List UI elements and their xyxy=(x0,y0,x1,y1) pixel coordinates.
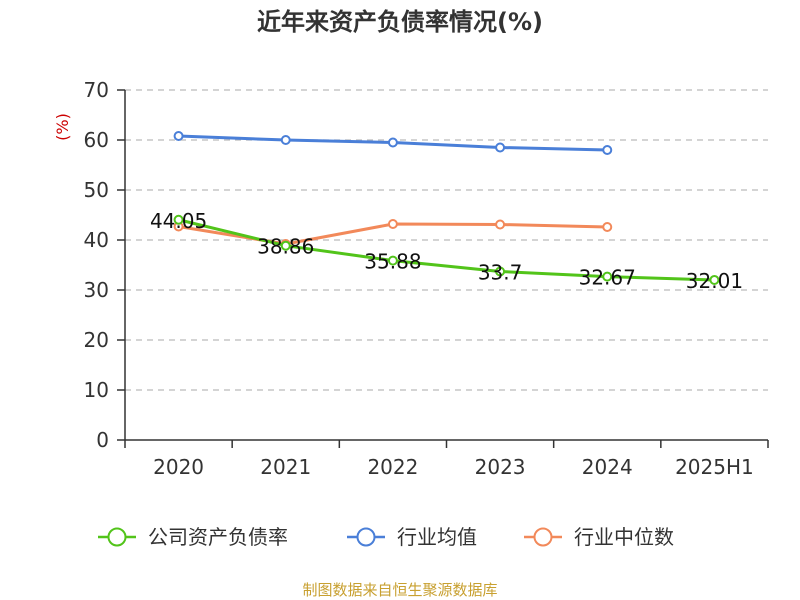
data-label: 44.05 xyxy=(150,209,207,233)
data-point xyxy=(280,240,291,251)
legend-label: 行业均值 xyxy=(397,525,477,549)
grid-lines xyxy=(125,89,768,391)
data-labels: 44.05 38.86 35.88 33.7 32.67 32.01 xyxy=(150,209,743,293)
data-point xyxy=(602,222,613,232)
x-tick-label: 2021 xyxy=(260,455,311,479)
x-tick-label: 2022 xyxy=(367,455,418,479)
x-tick-label: 2025H1 xyxy=(675,455,754,479)
x-tick-label: 2020 xyxy=(153,455,204,479)
legend-marker xyxy=(533,527,553,547)
y-tick-label: 20 xyxy=(84,328,109,352)
chart-title: 近年来资产负债率情况(%) xyxy=(257,8,543,36)
source-note: 制图数据来自恒生聚源数据库 xyxy=(302,581,497,599)
legend-item[interactable]: 行业均值 xyxy=(347,525,477,549)
y-tick-label: 10 xyxy=(84,378,109,402)
legend-label: 公司资产负债率 xyxy=(148,525,288,549)
data-point xyxy=(280,135,291,145)
data-point xyxy=(709,274,720,285)
x-tick-label: 2024 xyxy=(582,455,633,479)
y-tick-label: 30 xyxy=(84,278,109,302)
data-label: 33.7 xyxy=(478,261,523,285)
data-point xyxy=(602,271,613,282)
y-tick-label: 40 xyxy=(84,228,109,252)
data-label: 32.67 xyxy=(579,266,636,290)
data-point xyxy=(387,137,398,148)
legend-item[interactable]: 公司资产负债率 xyxy=(98,525,288,549)
series-line xyxy=(178,218,715,282)
y-axis-label: (%) xyxy=(53,113,72,141)
series-lines xyxy=(173,131,720,285)
data-label: 35.88 xyxy=(364,250,421,274)
data-label: 38.86 xyxy=(257,235,314,259)
data-point xyxy=(173,214,184,225)
y-tick-label: 0 xyxy=(96,428,109,452)
legend-item[interactable]: 行业中位数 xyxy=(524,525,674,549)
legend[interactable]: 公司资产负债率 行业均值 行业中位数 xyxy=(98,525,674,549)
data-point xyxy=(495,266,506,277)
data-label: 32.01 xyxy=(686,269,743,293)
axes: 0 10 20 30 40 50 60 70 2020 2021 2022 2023 2024 2025H… xyxy=(84,78,769,479)
data-point xyxy=(495,142,506,153)
legend-label: 行业中位数 xyxy=(574,525,674,549)
y-tick-label: 50 xyxy=(84,178,109,202)
y-tick-label: 60 xyxy=(84,128,109,152)
data-point xyxy=(387,219,398,229)
legend-marker xyxy=(356,527,376,547)
y-tick-label: 70 xyxy=(84,78,109,102)
x-tick-label: 2023 xyxy=(475,455,526,479)
data-point xyxy=(602,145,613,155)
data-point xyxy=(387,255,398,266)
legend-marker xyxy=(107,527,127,547)
data-point xyxy=(173,131,184,141)
data-point xyxy=(495,219,506,230)
